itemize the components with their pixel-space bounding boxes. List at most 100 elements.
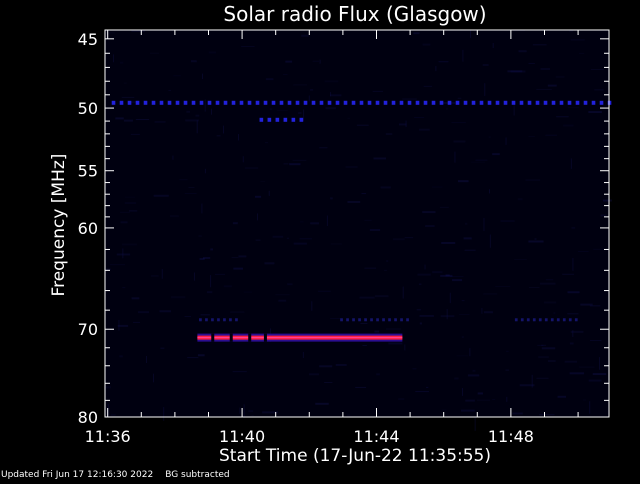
emission-dash: [591, 100, 596, 105]
noise-streak: [539, 414, 555, 416]
noise-streak: [432, 271, 443, 274]
noise-streak: [185, 119, 199, 122]
noise-streak: [243, 291, 253, 293]
noise-streak: [232, 222, 238, 225]
emission-dash: [375, 100, 380, 105]
emission-dash: [319, 100, 324, 105]
noise-streak: [439, 206, 449, 208]
noise-streak: [528, 62, 535, 64]
noise-streak: [445, 274, 450, 277]
chart-title: Solar radio Flux (Glasgow): [223, 2, 486, 26]
noise-streak: [538, 356, 549, 359]
emission-dash: [299, 117, 304, 122]
emission-dash: [247, 100, 252, 105]
noise-streak: [278, 299, 287, 302]
noise-streak: [492, 399, 496, 401]
noise-vertical: [572, 330, 574, 337]
noise-streak: [292, 159, 307, 161]
noise-streak: [388, 342, 403, 345]
emission-dash: [287, 100, 292, 105]
emission-dash: [263, 100, 268, 105]
noise-streak: [265, 78, 274, 81]
noise-streak: [477, 392, 483, 395]
noise-streak: [335, 363, 347, 366]
emission-dash: [568, 318, 572, 322]
noise-streak: [464, 222, 468, 225]
emission-dash: [259, 117, 264, 122]
emission-dash: [526, 318, 530, 322]
emission-dash: [388, 318, 391, 322]
noise-streak: [512, 30, 526, 32]
noise-streak: [418, 283, 422, 285]
noise-streak: [465, 399, 475, 402]
noise-streak: [404, 237, 414, 239]
noise-streak: [122, 287, 126, 289]
noise-streak: [105, 386, 112, 389]
emission-dash: [391, 100, 396, 105]
noise-streak: [441, 241, 456, 244]
emission-gap: [229, 333, 233, 342]
noise-streak: [445, 107, 448, 110]
noise-streak: [419, 128, 430, 131]
emission-dash: [423, 100, 428, 105]
noise-streak: [364, 219, 372, 221]
emission-dash: [207, 100, 212, 105]
emission-dash: [199, 100, 204, 105]
emission-dash: [370, 318, 373, 322]
emission-dash: [291, 117, 296, 122]
emission-dash: [279, 100, 284, 105]
noise-streak: [123, 82, 127, 84]
noise-streak: [590, 339, 602, 341]
noise-streak: [187, 357, 199, 359]
noise-streak: [373, 157, 387, 160]
noise-streak: [131, 297, 140, 300]
noise-streak: [131, 30, 145, 32]
noise-streak: [315, 402, 329, 405]
noise-vertical: [302, 351, 304, 358]
noise-vertical: [122, 248, 124, 259]
emission-dash: [343, 100, 348, 105]
noise-streak: [422, 211, 436, 214]
noise-vertical: [204, 168, 206, 174]
noise-streak: [105, 268, 112, 270]
emission-dash: [267, 117, 272, 122]
emission-dash: [111, 100, 116, 105]
emission-band-peak: [197, 337, 403, 339]
emission-dash: [127, 100, 132, 105]
noise-streak: [419, 322, 422, 325]
emission-dash: [495, 100, 500, 105]
emission-dash: [215, 100, 220, 105]
updated-timestamp: Updated Fri Jun 17 12:16:30 2022: [1, 470, 154, 480]
emission-dash: [479, 100, 484, 105]
noise-streak: [510, 70, 526, 73]
noise-vertical: [513, 101, 515, 116]
noise-streak: [590, 68, 605, 70]
noise-streak: [402, 98, 417, 100]
noise-streak: [475, 159, 488, 161]
noise-streak: [483, 293, 498, 295]
emission-dash: [135, 100, 140, 105]
noise-streak: [364, 267, 377, 269]
noise-vertical: [405, 120, 407, 128]
noise-streak: [319, 365, 333, 368]
noise-streak: [463, 237, 472, 240]
noise-vertical: [223, 125, 225, 134]
noise-streak: [347, 414, 351, 416]
noise-vertical: [118, 319, 120, 331]
noise-streak: [398, 123, 407, 126]
noise-streak: [260, 181, 266, 183]
noise-streak: [283, 74, 288, 76]
emission-dash: [119, 100, 124, 105]
emission-dash: [235, 318, 238, 322]
noise-streak: [540, 67, 551, 70]
emission-dash: [400, 318, 403, 322]
emission-dash: [327, 100, 332, 105]
emission-dash: [364, 318, 367, 322]
noise-streak: [422, 43, 431, 46]
noise-streak: [208, 51, 217, 54]
noise-streak: [416, 309, 421, 311]
noise-streak: [456, 355, 468, 357]
noise-streak: [518, 50, 527, 53]
noise-streak: [361, 193, 367, 195]
noise-streak: [374, 330, 380, 333]
